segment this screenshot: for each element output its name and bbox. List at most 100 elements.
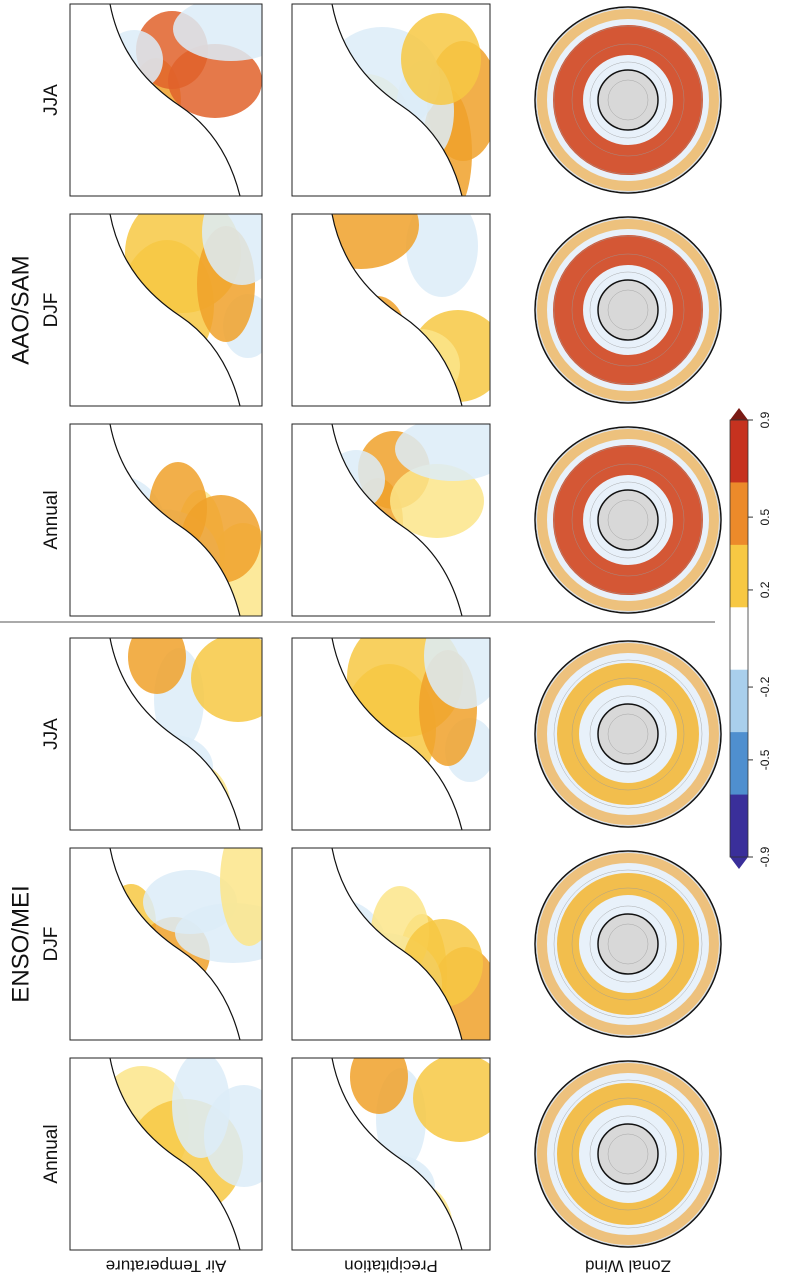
graticule — [553, 1079, 703, 1229]
map-panel — [291, 637, 491, 831]
ocean — [292, 424, 462, 616]
graticule — [571, 43, 685, 157]
map-fill — [292, 4, 490, 196]
map-shade — [406, 214, 478, 297]
coastline — [331, 424, 463, 616]
map-panel — [69, 423, 263, 617]
antarctica — [597, 489, 659, 551]
panel-title: Annual — [41, 1124, 62, 1183]
colorbar-label: -0.2 — [758, 676, 772, 697]
polar-map — [534, 426, 722, 614]
polar-outer-ring — [537, 219, 719, 401]
graticule — [607, 79, 649, 121]
map-fill — [292, 1058, 490, 1250]
map-frame — [291, 423, 491, 617]
polar-ring — [553, 235, 703, 385]
map-panel — [291, 1057, 491, 1251]
polar-ring — [557, 1083, 699, 1225]
colorbar-segment — [730, 669, 748, 733]
polar-outer-ring — [537, 643, 719, 825]
map-shade — [204, 1085, 262, 1187]
antarctica — [597, 1123, 659, 1185]
map-fill — [70, 214, 262, 406]
map-frame — [291, 1057, 491, 1251]
map-shade — [401, 13, 481, 105]
coastline — [331, 848, 463, 1040]
graticule — [589, 61, 667, 139]
coastline — [331, 214, 463, 406]
map-frame — [69, 1057, 263, 1251]
map-frame — [291, 847, 491, 1041]
map-frame — [69, 3, 263, 197]
graticule — [553, 25, 703, 175]
map-shade — [350, 1058, 408, 1114]
polar-ring — [553, 445, 703, 595]
colorbar-segment — [730, 731, 748, 795]
map-fill — [70, 424, 262, 616]
graticule — [571, 1097, 685, 1211]
map-panel — [69, 847, 263, 1041]
ocean — [70, 4, 240, 196]
map-fill — [70, 4, 262, 196]
map-panel — [291, 847, 491, 1041]
graticule — [589, 695, 667, 773]
antarctica — [597, 703, 659, 765]
polar-map — [534, 1060, 722, 1248]
map-fill — [292, 214, 490, 406]
graticule — [589, 1115, 667, 1193]
panel-title: Annual — [41, 490, 62, 549]
panel-title: JJA — [41, 718, 62, 750]
map-shade — [395, 424, 490, 481]
map-fill — [292, 424, 490, 616]
map-panel — [69, 213, 263, 407]
ocean — [292, 1058, 462, 1250]
graticule — [571, 677, 685, 791]
graticule — [607, 713, 649, 755]
graticule — [553, 869, 703, 1019]
panel-title: JJA — [41, 84, 62, 116]
graticule — [607, 499, 649, 541]
map-frame — [69, 847, 263, 1041]
coastline — [331, 638, 463, 830]
graticule — [571, 253, 685, 367]
map-shade — [191, 638, 262, 722]
map-shade — [173, 4, 262, 61]
ocean — [292, 638, 462, 830]
coastline — [109, 214, 241, 406]
colorbar-label: 0.2 — [758, 581, 772, 598]
map-shade — [168, 44, 262, 118]
graticule — [571, 887, 685, 1001]
graticule — [553, 445, 703, 595]
ocean — [70, 214, 240, 406]
colorbar-segment — [730, 544, 748, 608]
ocean — [70, 1058, 240, 1250]
map-panel — [69, 1057, 263, 1251]
map-fill — [292, 638, 490, 830]
ocean — [70, 424, 240, 616]
map-shade — [424, 638, 490, 709]
panel-title: DJF — [41, 927, 62, 962]
coastline — [331, 1058, 463, 1250]
row-label: Zonal Wind — [585, 1257, 671, 1276]
colorbar-end — [730, 408, 748, 420]
map-fill — [70, 1058, 262, 1250]
colorbar-label: 0.9 — [758, 411, 772, 428]
polar-outer-ring — [537, 429, 719, 611]
graticule — [553, 659, 703, 809]
map-frame — [69, 423, 263, 617]
graticule — [535, 641, 721, 827]
colorbar-segment — [730, 606, 748, 670]
coastline — [109, 4, 241, 196]
map-panel — [291, 3, 491, 197]
map-shade — [413, 1058, 490, 1142]
row-label: Precipitation — [344, 1257, 438, 1276]
map-panel — [69, 637, 263, 831]
map-shade — [202, 214, 262, 285]
map-fill — [292, 848, 490, 1040]
map-frame — [291, 637, 491, 831]
graticule — [607, 1133, 649, 1175]
polar-outer-ring — [537, 853, 719, 1035]
group-title: ENSO/MEI — [7, 885, 34, 1002]
coastline — [109, 1058, 241, 1250]
